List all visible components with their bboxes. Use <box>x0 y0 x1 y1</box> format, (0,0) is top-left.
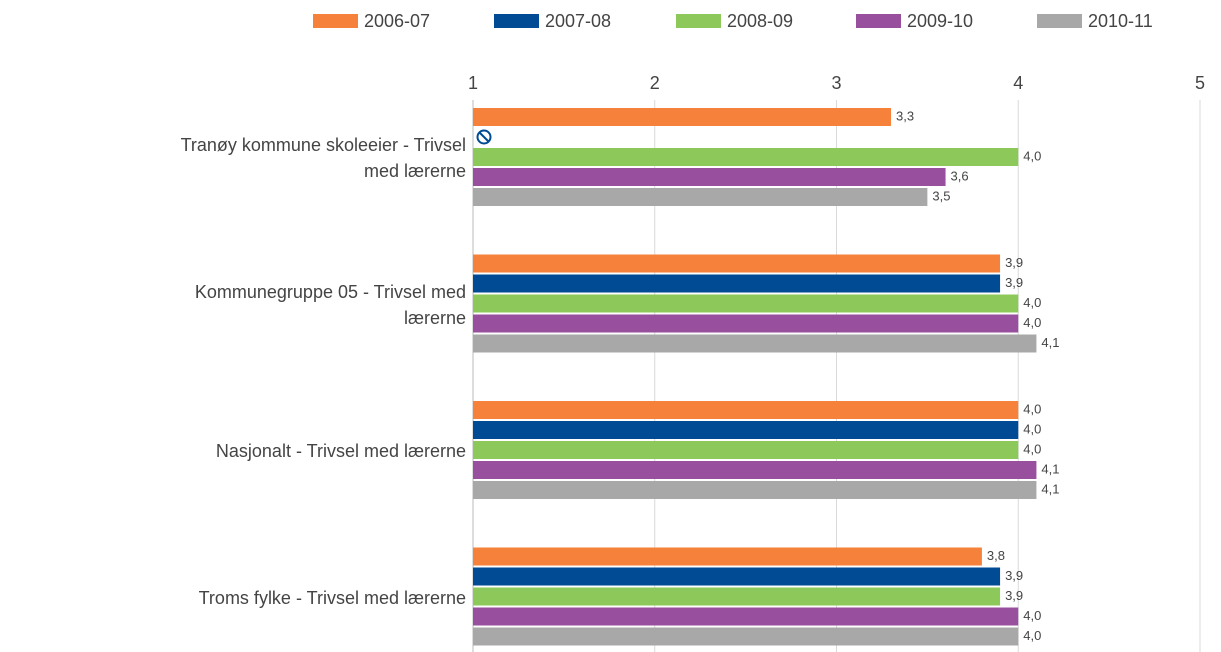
bar <box>473 294 1019 313</box>
legend-swatch <box>676 14 721 28</box>
bar <box>473 254 1001 273</box>
value-label: 3,5 <box>932 188 950 203</box>
bar <box>473 607 1019 626</box>
value-label: 4,0 <box>1023 608 1041 623</box>
bar <box>473 461 1037 479</box>
value-label: 4,0 <box>1023 628 1041 643</box>
legend-label: 2007-08 <box>545 11 611 31</box>
value-label: 3,3 <box>896 108 914 123</box>
x-tick-label: 5 <box>1195 73 1205 93</box>
value-label: 4,1 <box>1041 461 1059 476</box>
value-label: 4,1 <box>1041 481 1059 496</box>
legend-swatch <box>1037 14 1082 28</box>
bar <box>473 627 1019 646</box>
value-label: 3,6 <box>951 168 969 183</box>
bar <box>473 148 1019 166</box>
value-label: 4,0 <box>1023 148 1041 163</box>
bar <box>473 401 1019 419</box>
value-label: 4,0 <box>1023 441 1041 456</box>
category-label: Tranøy kommune skoleeier - Trivsel med l… <box>180 135 466 181</box>
x-tick-label: 1 <box>468 73 478 93</box>
legend-label: 2006-07 <box>364 11 430 31</box>
value-label: 4,1 <box>1041 335 1059 350</box>
legend-label: 2009-10 <box>907 11 973 31</box>
category-label: Kommunegruppe 05 - Trivsel med lærerne <box>194 281 466 328</box>
legend-swatch <box>313 14 358 28</box>
value-label: 4,0 <box>1023 421 1041 436</box>
bar <box>473 567 1001 586</box>
bar <box>473 547 982 566</box>
category-label: Troms fylke - Trivsel med lærerne <box>198 587 466 608</box>
legend-label: 2008-09 <box>727 11 793 31</box>
no-data-icon <box>478 131 490 143</box>
value-label: 3,8 <box>987 548 1005 563</box>
bar <box>473 421 1019 439</box>
bar <box>473 587 1001 606</box>
bar <box>473 274 1001 293</box>
value-label: 3,9 <box>1005 568 1023 583</box>
legend-swatch <box>494 14 539 28</box>
bar <box>473 168 946 186</box>
value-label: 4,0 <box>1023 315 1041 330</box>
bar <box>473 314 1019 333</box>
x-tick-label: 3 <box>831 73 841 93</box>
x-tick-label: 4 <box>1013 73 1023 93</box>
category-label: Nasjonalt - Trivsel med lærerne <box>215 441 466 461</box>
bar <box>473 108 892 126</box>
bar <box>473 334 1037 353</box>
legend-label: 2010-11 <box>1088 11 1153 31</box>
value-label: 4,0 <box>1023 295 1041 310</box>
bar <box>473 188 928 206</box>
x-tick-label: 2 <box>650 73 660 93</box>
value-label: 3,9 <box>1005 275 1023 290</box>
legend-swatch <box>856 14 901 28</box>
bar <box>473 481 1037 499</box>
value-label: 4,0 <box>1023 401 1041 416</box>
no-data-icon <box>476 129 492 145</box>
bar <box>473 441 1019 459</box>
value-label: 3,9 <box>1005 588 1023 603</box>
value-label: 3,9 <box>1005 255 1023 270</box>
